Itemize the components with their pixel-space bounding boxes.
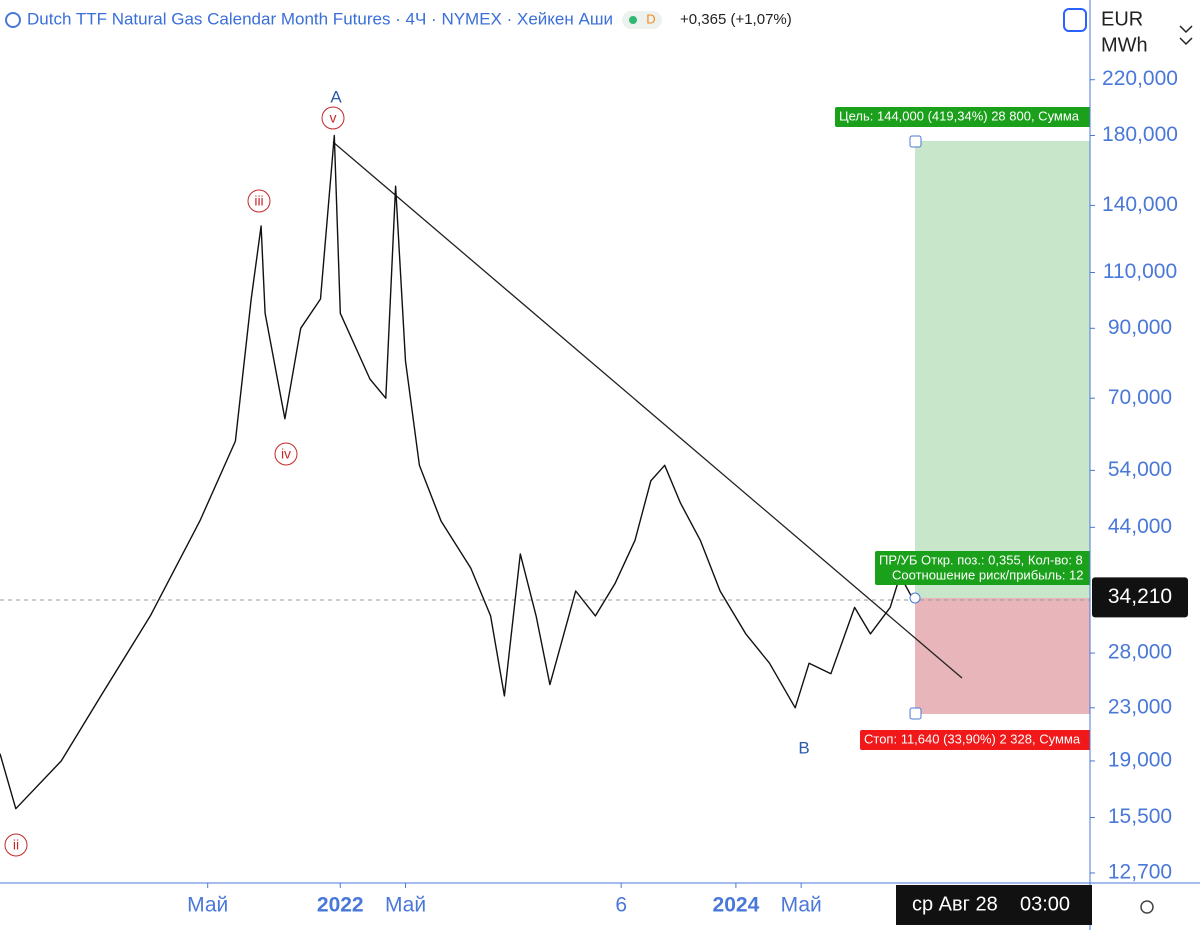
wave-label: B [798,738,809,757]
price-line [0,134,913,810]
time-tag [896,885,1092,925]
y-tick-label: 54,000 [1108,458,1172,481]
wave-circle [274,442,298,466]
y-tick-label: 15,500 [1108,805,1172,828]
change: +0,365 (+1,07%) [680,11,792,28]
last-price-tag [1092,577,1188,618]
wave-circle [4,833,28,857]
ratio-label: Соотношение риск/прибыль: 12 [892,567,1084,582]
y-tick-label: 70,000 [1108,386,1172,409]
status-dot [629,16,637,24]
badge-box [622,11,662,29]
unit[interactable]: MWh [1101,34,1148,56]
label-box [860,730,1090,750]
wave-circle [247,189,271,213]
x-tick-label: Май [781,894,822,917]
wave-label: iii [254,193,263,209]
target-zone [915,141,1090,598]
target-label: Цель: 144,000 (419,34%) 28 800, Сумма [839,108,1080,123]
stop-label: Стоп: 11,640 (33,90%) 2 328, Сумма [864,731,1081,746]
last-price-label: 34,210 [1108,585,1172,608]
symbol-icon [5,12,21,28]
y-tick-label: 44,000 [1108,515,1172,538]
wave-label: A [330,87,342,106]
position-labels: Цель: 144,000 (419,34%) 28 800, Сумма ПР… [835,107,1090,750]
wave-label: iv [281,446,291,462]
unit[interactable]: EUR [1101,8,1143,30]
y-tick-label: 180,000 [1102,123,1178,146]
x-tick-label: Май [385,894,426,917]
label-box [875,551,1090,585]
x-tick-label: 2024 [713,894,760,917]
settings-icon[interactable] [1063,8,1087,32]
handle[interactable] [909,135,922,148]
wave-label: ii [13,837,19,853]
title[interactable]: Dutch TTF Natural Gas Calendar Month Fut… [27,9,613,28]
badge: D [646,11,655,26]
trend-line [332,141,963,679]
chevron[interactable] [1179,25,1193,46]
y-tick-label: 110,000 [1103,260,1177,283]
x-tick-label: Май [187,894,228,917]
y-tick-label: 140,000 [1102,193,1178,216]
y-tick-label: 220,000 [1102,67,1178,90]
plot [0,134,913,810]
x-tick-label: 2022 [317,894,364,917]
crosshair-date: ср Авг 28 [912,893,998,915]
wave-label: v [330,110,337,126]
label-box [835,107,1090,127]
y-tick-label: 90,000 [1108,316,1172,339]
y-tick-label: 12,700 [1108,861,1172,884]
open-label: ПР/УБ Откр. поз.: 0,355, Кол-во: 8 [879,552,1083,567]
y-tick-label: 19,000 [1108,748,1172,771]
y-tick-label: 23,000 [1108,695,1172,718]
handle[interactable] [909,707,922,720]
crosshair-time: 03:00 [1020,893,1070,915]
wave-circle [321,106,345,130]
stop-zone [915,598,1090,714]
y-tick-label: 28,000 [1108,641,1172,664]
handle[interactable] [909,592,921,604]
x-tick-label: 6 [615,894,627,917]
settings-button[interactable] [1140,900,1154,914]
